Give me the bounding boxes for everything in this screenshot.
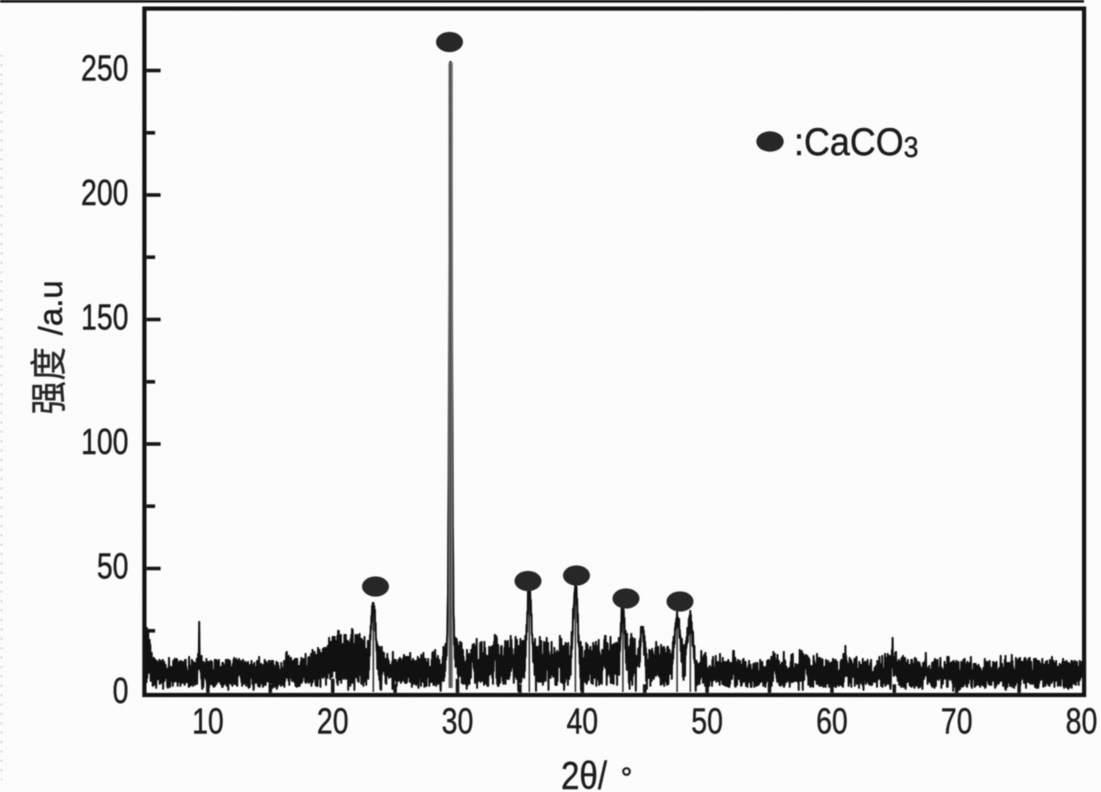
svg-text:2θ/: 2θ/ [561, 753, 608, 792]
svg-text:30: 30 [442, 700, 474, 741]
svg-text:0: 0 [113, 670, 129, 711]
svg-text:250: 250 [81, 47, 128, 88]
svg-text:/a.u: /a.u [32, 280, 69, 344]
svg-text:100: 100 [81, 421, 128, 462]
svg-text:10: 10 [192, 700, 224, 741]
svg-text:150: 150 [81, 296, 128, 337]
svg-text:50: 50 [97, 545, 129, 586]
svg-text:70: 70 [941, 700, 973, 741]
svg-text:40: 40 [566, 700, 598, 741]
svg-text:20: 20 [317, 700, 349, 741]
svg-text::CaCO3: :CaCO3 [794, 120, 918, 164]
svg-text:80: 80 [1066, 700, 1098, 741]
svg-text:60: 60 [816, 700, 848, 741]
svg-text:200: 200 [81, 172, 128, 213]
svg-text:50: 50 [691, 700, 723, 741]
